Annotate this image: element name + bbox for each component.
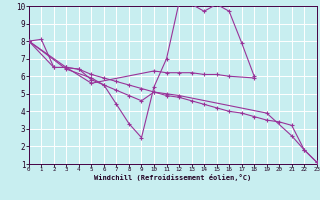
X-axis label: Windchill (Refroidissement éolien,°C): Windchill (Refroidissement éolien,°C)	[94, 174, 252, 181]
